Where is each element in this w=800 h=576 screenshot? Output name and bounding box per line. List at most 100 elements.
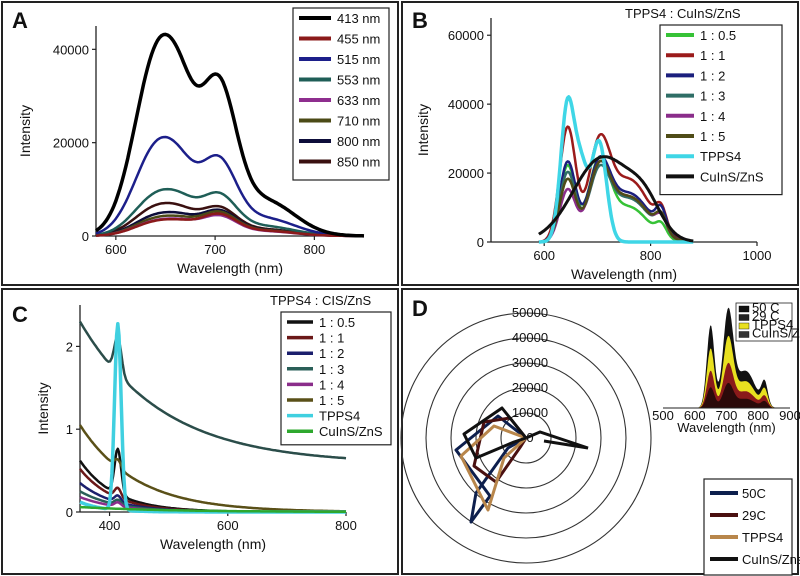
panel-label-a: A [12, 8, 28, 33]
polar-grid-circle [500, 412, 552, 464]
inset-x-tick-label: 700 [716, 408, 738, 423]
inset-band-1 [697, 335, 778, 408]
legend-label: 1 : 1 [319, 331, 344, 346]
legend-label: 1 : 0.5 [319, 315, 355, 330]
panel-label-d: D [412, 296, 428, 321]
legend-label: 1 : 4 [700, 109, 725, 124]
inset-band-0 [697, 307, 778, 408]
inset-legend-swatch [738, 314, 750, 321]
y-tick-label: 40000 [53, 42, 89, 57]
legend-label: 29C [742, 508, 766, 523]
inset-x-tick-label: 900 [779, 408, 800, 423]
y-tick-label: 60000 [448, 28, 484, 43]
y-tick-label: 40000 [448, 97, 484, 112]
legend-label: 1 : 5 [700, 129, 725, 144]
x-tick-label: 600 [217, 518, 239, 533]
legend-label: 1 : 2 [700, 68, 725, 83]
legend-label: 1 : 3 [700, 89, 725, 104]
panel-a: A 600 700 800 0 20000 40000 Wavelength (nm) Inte… [12, 7, 390, 276]
inset-band-3 [697, 382, 778, 408]
series-line-413nm [95, 32, 365, 238]
series-line-cuinszns [79, 505, 347, 514]
polar-r-label: 10000 [512, 405, 548, 420]
x-tick-label: 600 [105, 242, 127, 257]
legend-label: 50C [742, 486, 766, 501]
y-tick-label: 0 [82, 229, 89, 244]
legend-label: 455 nm [337, 32, 380, 47]
panel-b: B 600 800 1000 0 20000 40000 60000 Wavelength (n… [412, 6, 783, 282]
x-axis-label: Wavelength (nm) [160, 536, 266, 552]
legend-label: 1 : 0.5 [700, 28, 736, 43]
y-tick-label: 20000 [448, 166, 484, 181]
polar-grid-circle [400, 312, 652, 564]
legend-label: 800 nm [337, 134, 380, 149]
polar-grid-circle [475, 387, 577, 489]
polar-series-tpps4 [459, 424, 528, 512]
legend-label: CuInS/ZnS [319, 424, 383, 439]
x-tick-label: 700 [204, 242, 226, 257]
panel-d-frame [401, 288, 799, 575]
polar-r-label: 40000 [512, 330, 548, 345]
y-axis-label: Intensity [415, 104, 431, 156]
inset-band-2 [697, 362, 778, 408]
x-tick-label: 800 [640, 248, 662, 263]
legend-label: 553 nm [337, 73, 380, 88]
x-axis-label: Wavelength (nm) [571, 266, 677, 282]
x-tick-label: 1000 [743, 248, 772, 263]
legend-label: TPPS4 [742, 530, 783, 545]
panel-label-c: C [12, 302, 28, 327]
panel-c: C 400 600 800 0 1 2 Wavelength (nm) Intensity TPP… [12, 293, 392, 552]
x-axis-label: Wavelength (nm) [177, 260, 283, 276]
inset-x-label: Wavelength (nm) [677, 420, 776, 435]
legend-label: 1 : 1 [700, 48, 725, 63]
polar-grid-circle [450, 362, 602, 514]
series-line-11 [79, 468, 347, 514]
legend-label: 1 : 5 [319, 393, 344, 408]
panel-b-frame [401, 1, 799, 286]
panel-d: D0100002000030000400005000050C29CTPPS4Cu… [400, 296, 800, 576]
y-tick-label: 0 [477, 235, 484, 250]
inset-legend-label: CuInS/ZnS [752, 326, 800, 341]
y-tick-label: 0 [66, 505, 73, 520]
panel-a-frame [1, 1, 399, 286]
y-tick-label: 1 [66, 422, 73, 437]
legend-label: 633 nm [337, 93, 380, 108]
panel-c-frame [1, 288, 399, 575]
polar-series-cuinszns [462, 406, 528, 460]
inset-legend-label: 29 C [752, 309, 779, 324]
x-tick-label: 800 [304, 242, 326, 257]
legend-label: TPPS4 [319, 409, 360, 424]
legend-label: 413 nm [337, 11, 380, 26]
legend-label: 515 nm [337, 52, 380, 67]
legend-label: 850 nm [337, 155, 380, 170]
y-axis-label: Intensity [17, 105, 33, 157]
series-line-cuinszns [538, 155, 694, 243]
inset-legend-swatch [738, 305, 750, 313]
inset-legend-label: TPPS4 [752, 317, 793, 332]
legend-label: 710 nm [337, 114, 380, 129]
polar-series-spike [525, 430, 589, 450]
legend-title: TPPS4 : CIS/ZnS [270, 293, 371, 308]
legend-label: 1 : 3 [319, 362, 344, 377]
legend-label: 1 : 2 [319, 346, 344, 361]
polar-r-label: 30000 [512, 355, 548, 370]
inset-x-tick-label: 600 [684, 408, 706, 423]
legend-box [280, 311, 392, 446]
x-tick-label: 400 [99, 518, 121, 533]
inset-x-tick-label: 800 [747, 408, 769, 423]
legend-label: CuInS/Zns [742, 552, 800, 567]
series-line-tpps4 [538, 95, 694, 244]
x-tick-label: 600 [533, 248, 555, 263]
y-tick-label: 20000 [53, 136, 89, 151]
x-tick-label: 800 [335, 518, 357, 533]
y-axis-label: Intensity [35, 382, 51, 434]
polar-grid-circle [425, 337, 627, 539]
inset-legend-swatch [738, 322, 750, 330]
polar-r-label: 20000 [512, 380, 548, 395]
series-line-515nm [95, 135, 364, 238]
inset-legend-label: 50 C [752, 300, 779, 315]
legend-label: 1 : 4 [319, 377, 344, 392]
legend-title: TPPS4 : CuInS/ZnS [625, 6, 741, 21]
polar-r-label: 50000 [512, 305, 548, 320]
inset-x-tick-label: 500 [652, 408, 674, 423]
